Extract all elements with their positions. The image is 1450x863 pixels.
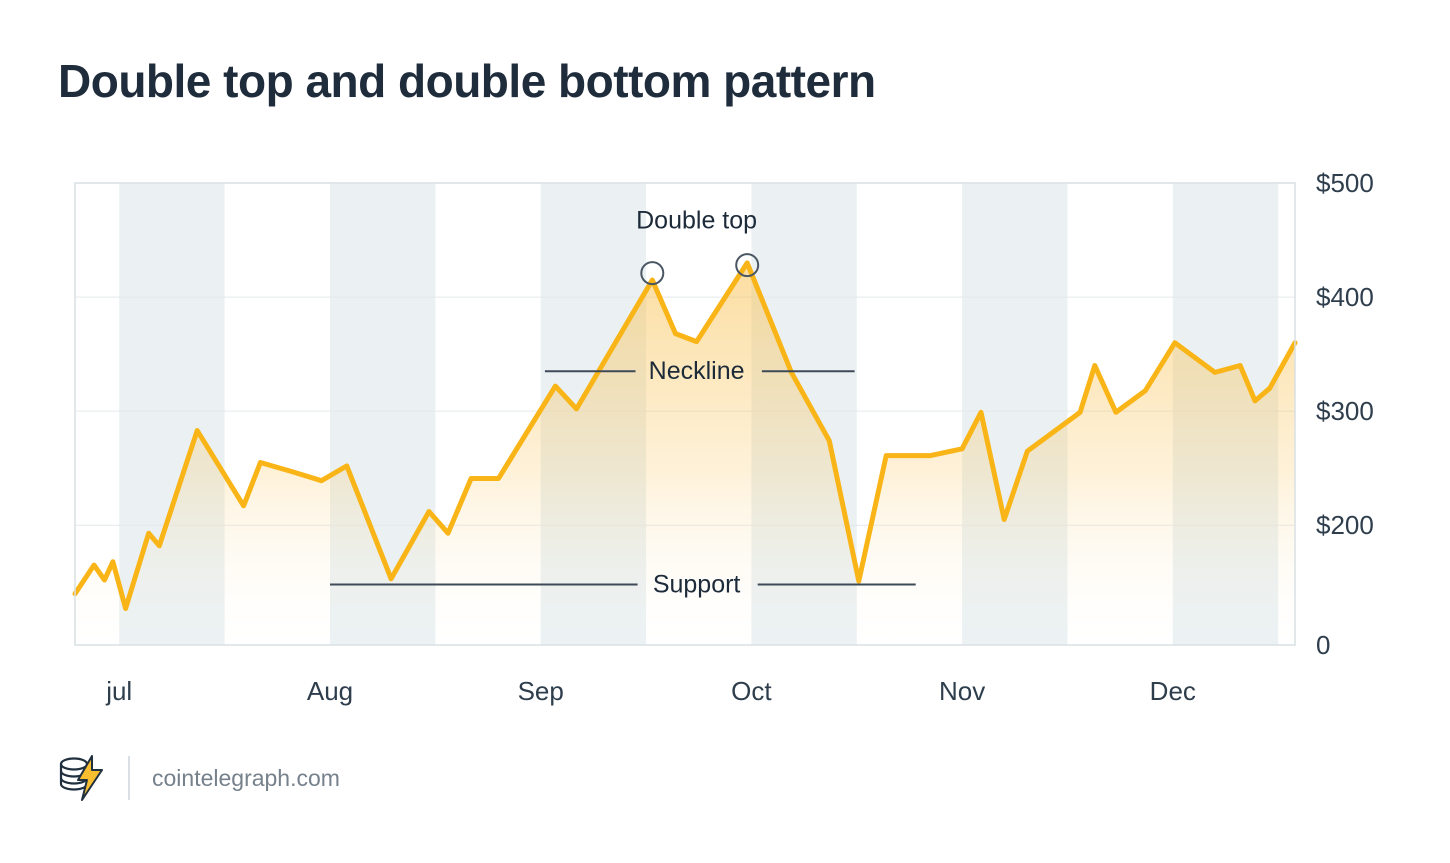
price-line <box>72 260 1298 611</box>
footer-site-text: cointelegraph.com <box>152 764 340 791</box>
cointelegraph-logo-icon <box>59 755 103 801</box>
double-top-peak-marker <box>735 253 760 278</box>
support-label: Support <box>653 571 741 599</box>
double-top-label: Double top <box>636 207 757 235</box>
footer: cointelegraph.com <box>56 752 340 804</box>
page-title: Double top and double bottom pattern <box>58 55 876 107</box>
x-axis-label: Dec <box>1150 676 1196 706</box>
y-axis-label: 0 <box>1316 630 1330 660</box>
y-axis-label: $200 <box>1316 510 1374 540</box>
x-axis-label: jul <box>105 676 132 706</box>
plot-border <box>74 182 1296 646</box>
x-axis-label: Oct <box>731 676 772 706</box>
y-axis-label: $500 <box>1316 168 1374 198</box>
neckline-label: Neckline <box>649 357 745 385</box>
x-axis-label: Aug <box>307 676 353 706</box>
double-top-peak-marker <box>640 261 665 286</box>
x-axis-label: Nov <box>939 676 985 706</box>
x-axis-label: Sep <box>518 676 564 706</box>
footer-divider <box>128 756 130 800</box>
y-axis-label: $400 <box>1316 282 1374 312</box>
price-area <box>75 262 1295 645</box>
price-line-chart: Neckline Support Double top $500 $400 $300 $20… <box>72 168 1374 706</box>
y-axis-label: $300 <box>1316 396 1374 426</box>
